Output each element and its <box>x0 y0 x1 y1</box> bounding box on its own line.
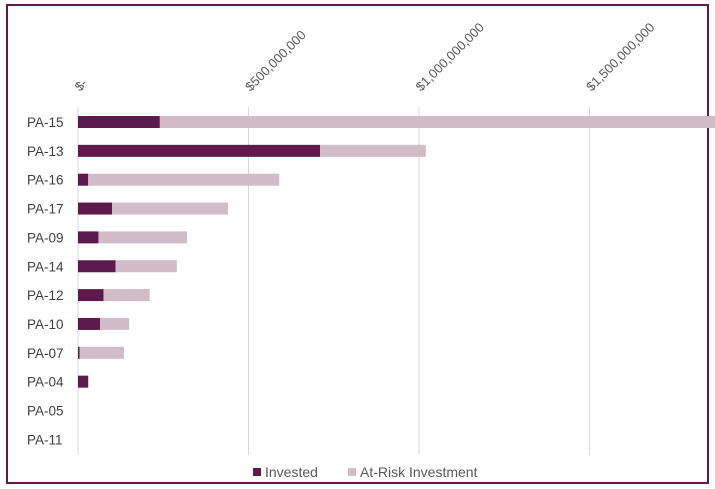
x-axis-tick-labels: $- $500,000,000 $1,000,000,000 $1,500,000,0… <box>72 20 658 95</box>
bar-at-risk-investment <box>320 144 426 157</box>
category-label: PA-09 <box>27 230 64 245</box>
bar-at-risk-investment <box>98 231 188 244</box>
category-label: PA-15 <box>27 115 64 130</box>
bar-invested <box>78 260 116 273</box>
category-label: PA-11 <box>27 432 63 447</box>
bar-at-risk-investment <box>159 116 715 128</box>
x-tick-label: $- <box>72 75 91 94</box>
bar-at-risk-investment <box>103 289 150 302</box>
category-label: PA-17 <box>27 202 64 217</box>
category-labels: PA-15 PA-13 PA-16 PA-17 PA-09 PA-14 PA-12 PA-10… <box>27 115 64 447</box>
category-label: PA-13 <box>27 144 64 159</box>
category-label: PA-16 <box>27 173 64 188</box>
gridlines <box>77 107 590 455</box>
bar-at-risk-investment <box>100 317 130 330</box>
bar-invested <box>78 375 89 388</box>
bar-invested <box>78 346 80 359</box>
bar-invested <box>78 202 113 215</box>
bar-invested <box>78 317 101 330</box>
legend-swatch <box>348 468 356 476</box>
bar-invested <box>78 173 89 186</box>
legend-label: Invested <box>265 464 318 480</box>
legend: Invested At-Risk Investment <box>253 464 478 480</box>
bar-invested <box>78 144 321 157</box>
legend-label: At-Risk Investment <box>360 464 478 480</box>
category-label: PA-04 <box>27 375 64 390</box>
category-label: PA-10 <box>27 317 64 332</box>
bar-at-risk-investment <box>112 202 229 215</box>
x-tick-label: $1,000,000,000 <box>413 20 488 95</box>
category-label: PA-05 <box>27 404 64 419</box>
bar-at-risk-investment <box>115 260 177 273</box>
legend-swatch <box>253 468 261 476</box>
x-tick-label: $1,500,000,000 <box>583 20 658 95</box>
bar-at-risk-investment <box>88 173 280 186</box>
bar-invested <box>78 116 160 128</box>
bar-invested <box>78 231 99 244</box>
bar-invested <box>78 289 104 302</box>
bars <box>78 116 715 388</box>
category-label: PA-12 <box>27 288 64 303</box>
x-tick-label: $500,000,000 <box>242 27 309 94</box>
category-label: PA-14 <box>27 259 64 274</box>
category-label: PA-07 <box>27 346 64 361</box>
bar-at-risk-investment <box>79 346 125 359</box>
chart-frame <box>6 4 709 484</box>
